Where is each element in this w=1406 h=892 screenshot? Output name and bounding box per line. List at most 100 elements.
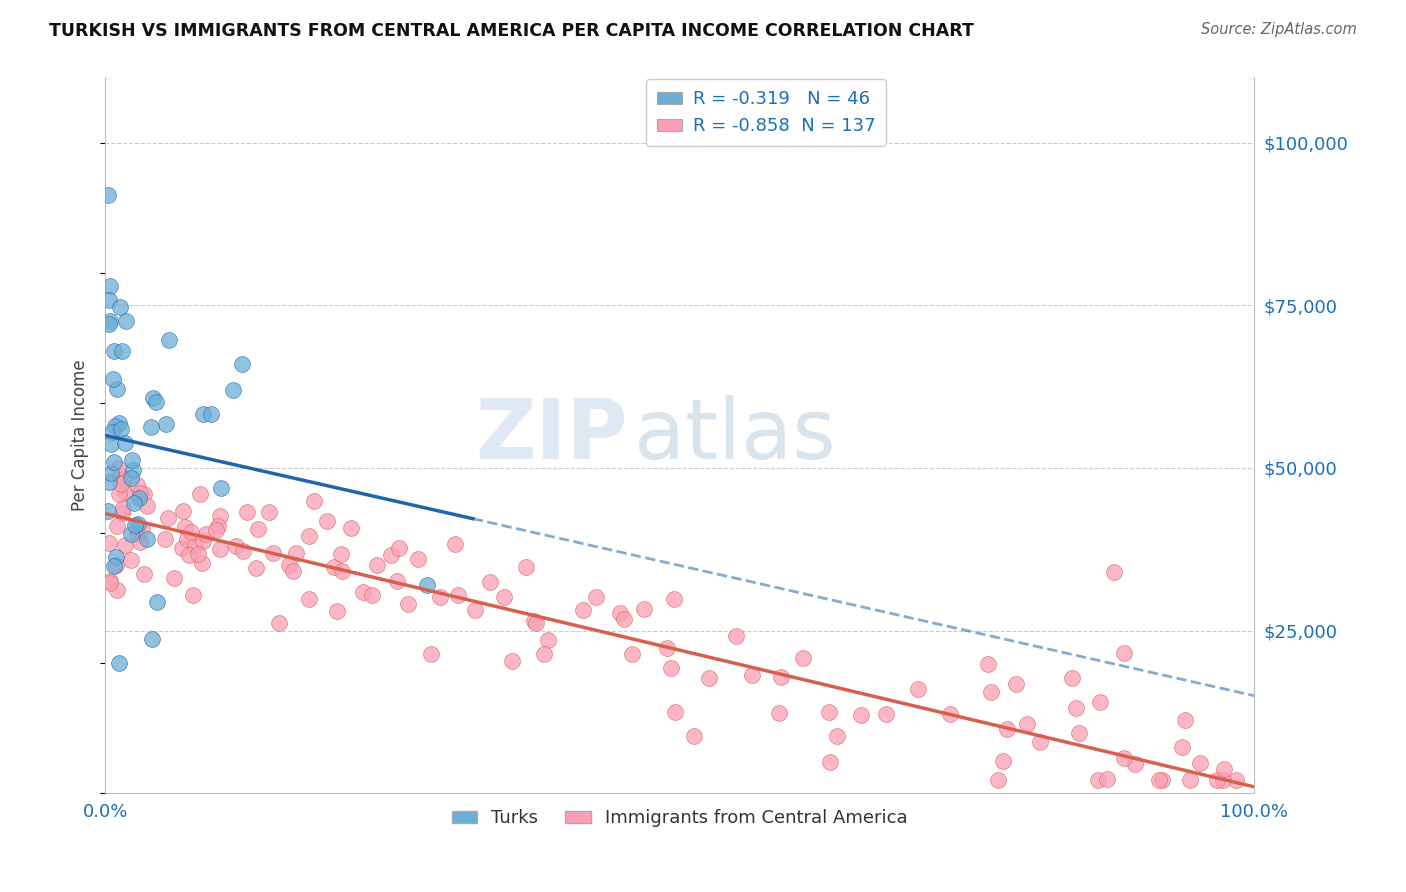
Point [769,670,792,684]
Point [110,469,132,483]
Point [741,668,763,682]
Point [120,471,142,485]
Point [406,551,429,566]
Point [1112,646,1135,660]
Point [135,533,157,547]
Point [172,541,194,555]
Point [1213,762,1236,776]
Point [1225,773,1247,788]
Point [103,558,125,573]
Point [121,452,143,467]
Point [110,422,132,436]
Point [1174,714,1197,728]
Point [97,187,120,202]
Point [131,522,153,536]
Point [277,558,299,573]
Point [105,382,128,396]
Point [977,657,1000,671]
Y-axis label: Per Capita Income: Per Capita Income [72,359,89,511]
Point [108,487,131,501]
Text: atlas: atlas [634,395,835,476]
Point [817,705,839,719]
Point [193,534,215,549]
Point [995,722,1018,736]
Point [980,685,1002,699]
Point [1147,773,1170,788]
Point [110,476,132,491]
Point [340,520,363,534]
Point [1171,739,1194,754]
Point [494,591,516,605]
Point [267,615,290,630]
Point [247,522,270,536]
Point [128,535,150,549]
Point [533,647,555,661]
Point [1104,565,1126,579]
Point [697,671,720,685]
Point [585,590,607,604]
Point [1114,751,1136,765]
Point [157,333,180,347]
Point [194,527,217,541]
Point [768,706,790,721]
Point [225,540,247,554]
Point [259,505,281,519]
Point [360,588,382,602]
Point [97,536,120,550]
Point [105,518,128,533]
Point [1087,773,1109,788]
Text: ZIP: ZIP [475,395,628,476]
Point [724,629,747,643]
Point [609,606,631,620]
Point [145,395,167,409]
Point [97,504,120,518]
Point [207,519,229,533]
Point [326,604,349,618]
Point [659,661,682,675]
Point [633,602,655,616]
Point [231,357,253,371]
Point [132,567,155,582]
Point [162,571,184,585]
Point [98,576,121,591]
Point [114,436,136,450]
Point [1069,726,1091,740]
Point [285,545,308,559]
Point [108,300,131,314]
Point [104,558,127,572]
Point [120,553,142,567]
Point [105,582,128,597]
Point [283,564,305,578]
Point [387,574,409,588]
Point [1212,773,1234,788]
Point [128,491,150,505]
Point [416,578,439,592]
Point [352,584,374,599]
Point [208,509,231,524]
Point [232,544,254,558]
Point [177,548,200,562]
Point [907,682,929,697]
Point [188,487,211,501]
Point [115,313,138,327]
Point [127,527,149,541]
Point [323,560,346,574]
Point [105,550,128,565]
Point [132,487,155,501]
Point [297,529,319,543]
Point [1180,773,1202,788]
Point [153,532,176,546]
Point [664,706,686,720]
Point [1088,695,1111,709]
Point [107,416,129,430]
Point [330,564,353,578]
Point [176,532,198,546]
Point [443,537,465,551]
Point [792,650,814,665]
Point [366,558,388,572]
Point [156,510,179,524]
Point [938,707,960,722]
Point [655,640,678,655]
Point [125,477,148,491]
Point [209,482,232,496]
